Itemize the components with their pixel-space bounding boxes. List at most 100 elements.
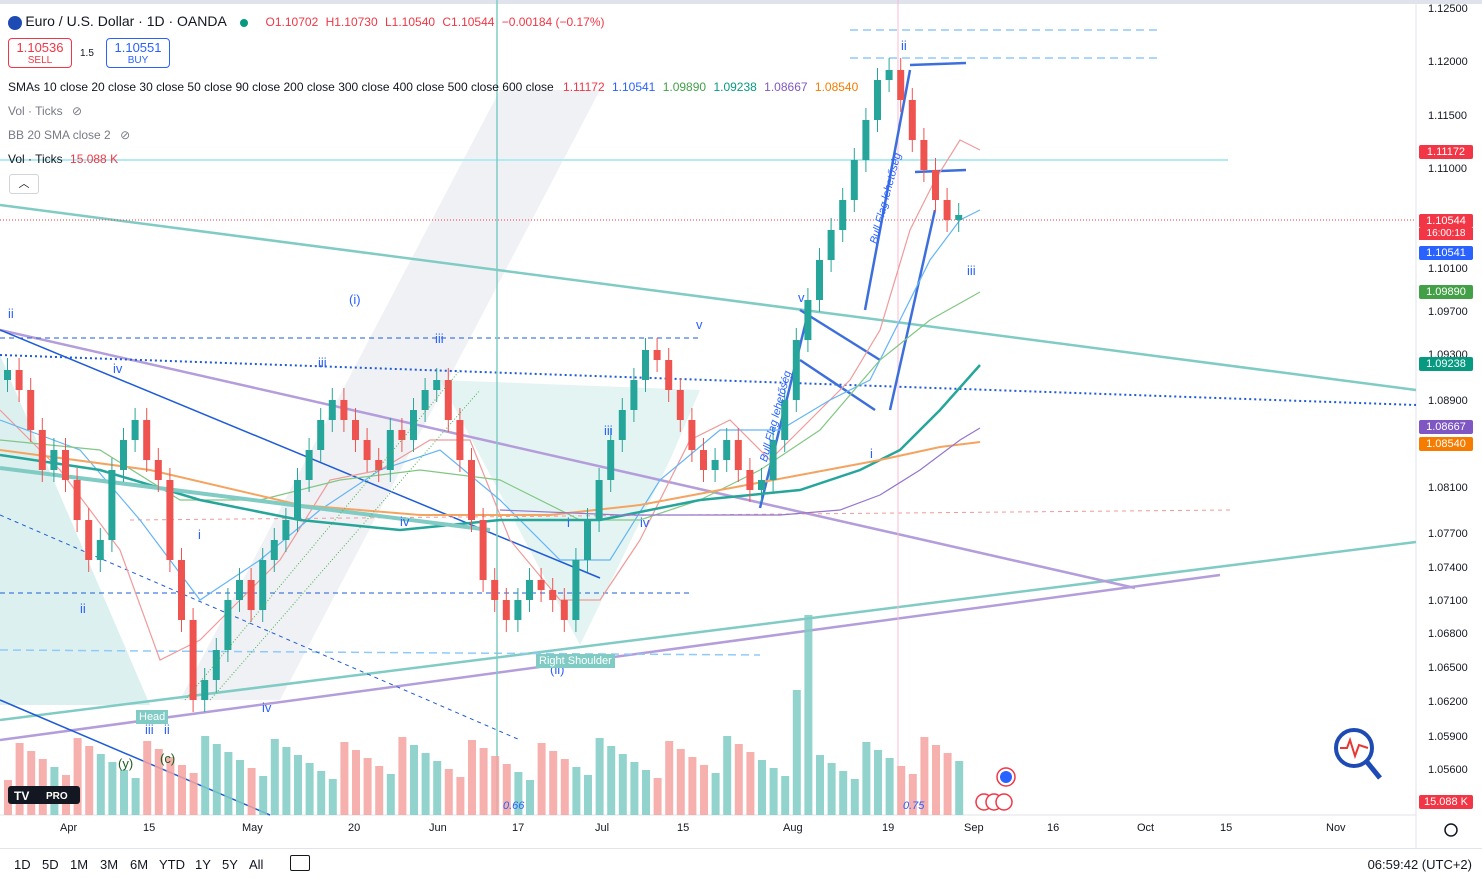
wave-label[interactable]: iv xyxy=(400,514,410,529)
timeframe-button-5y[interactable]: 5Y xyxy=(222,857,238,872)
vol-marker-2[interactable]: 0.75 xyxy=(903,800,925,812)
candle-body xyxy=(398,430,406,440)
event-us-icons[interactable] xyxy=(975,793,1013,811)
wave-label[interactable]: iii xyxy=(604,423,613,438)
candle-body xyxy=(874,80,881,120)
candle-body xyxy=(758,480,765,490)
wave-label[interactable]: v xyxy=(696,317,703,332)
symbol-title[interactable]: Euro / U.S. Dollar · 1D · OANDA xyxy=(25,13,227,29)
clock[interactable]: 06:59:42 (UTC+2) xyxy=(1367,857,1472,872)
wave-label[interactable]: iv xyxy=(113,361,123,376)
wave-label[interactable]: i xyxy=(870,446,873,461)
wave-label[interactable]: iv xyxy=(640,515,650,530)
volume-bar xyxy=(201,736,210,815)
volume-bar xyxy=(108,762,117,815)
vol-legend[interactable]: Vol · Ticks 15.088 K xyxy=(8,152,118,166)
wave-label[interactable]: (i) xyxy=(349,292,361,307)
timeframe-button-6m[interactable]: 6M xyxy=(130,857,149,872)
volume-bar xyxy=(781,776,790,815)
candle-body xyxy=(27,390,35,430)
wave-label[interactable]: ii xyxy=(164,722,170,737)
timeframe-button-5d[interactable]: 5D xyxy=(42,857,59,872)
magnifier-handle xyxy=(1365,760,1382,780)
candle-body xyxy=(595,480,603,520)
time-tick: 20 xyxy=(348,822,361,834)
volume-bar xyxy=(363,758,372,815)
volume-bar xyxy=(340,742,349,815)
axis-settings-gear-icon[interactable] xyxy=(1444,823,1458,837)
ohlc-change: −0.00184 (−0.17%) xyxy=(501,15,605,29)
head-label[interactable]: Head xyxy=(136,710,169,724)
candle-body xyxy=(456,420,464,460)
candle-body xyxy=(700,450,707,470)
bull-flag-bottom-1 xyxy=(799,358,876,412)
time-tick: Aug xyxy=(783,822,803,834)
volume-bar xyxy=(421,753,430,815)
candle-body xyxy=(375,460,383,470)
timeframe-button-all[interactable]: All xyxy=(249,857,264,872)
sell-button[interactable]: 1.10536 SELL xyxy=(8,38,72,68)
timeframe-button-1m[interactable]: 1M xyxy=(70,857,89,872)
wave-label[interactable]: iii xyxy=(318,355,327,370)
wave-label[interactable]: iii xyxy=(145,722,154,737)
volume-bar xyxy=(479,748,488,815)
sma-300 xyxy=(0,466,491,532)
candle-body xyxy=(920,140,928,170)
wave-label[interactable]: i xyxy=(567,515,570,530)
time-tick: 15 xyxy=(143,822,156,834)
volume-bar xyxy=(294,755,302,815)
wave-label[interactable]: iv xyxy=(262,700,272,715)
candle-body xyxy=(885,70,893,80)
timeframe-button-1y[interactable]: 1Y xyxy=(195,857,211,872)
eye-hidden-icon[interactable]: ⊘ xyxy=(72,104,83,118)
wave-label[interactable]: iii xyxy=(435,331,444,346)
volume-bar xyxy=(943,753,952,815)
candle-body xyxy=(479,520,487,580)
candle-body xyxy=(120,440,127,470)
wave-label[interactable]: ii xyxy=(8,306,14,321)
bb-legend[interactable]: BB 20 SMA close 2 ⊘ xyxy=(8,128,130,142)
wave-label[interactable]: (c) xyxy=(160,751,176,766)
candle-body xyxy=(224,600,232,650)
time-tick: Sep xyxy=(964,822,984,834)
candle-body xyxy=(526,580,533,600)
volume-bar xyxy=(827,763,836,815)
timeframe-button-1d[interactable]: 1D xyxy=(14,857,31,872)
candle-body xyxy=(96,540,104,560)
volume-bar xyxy=(560,759,569,815)
candle-body xyxy=(85,520,93,560)
wave-label[interactable]: i xyxy=(198,527,201,542)
right-shoulder-label[interactable]: Right Shoulder xyxy=(536,654,615,668)
wave-label[interactable]: iii xyxy=(967,263,976,278)
trendline-teal-lower xyxy=(0,540,1417,722)
collapse-legend-chevron-up-icon[interactable]: ︿ xyxy=(9,174,39,194)
market-status-icon xyxy=(240,18,249,27)
timeframe-button-ytd[interactable]: YTD xyxy=(159,857,185,872)
vol-value: 15.088 K xyxy=(70,152,119,166)
wave-label[interactable]: ii xyxy=(901,38,907,53)
candle-body xyxy=(572,560,580,620)
timeframe-button-3m[interactable]: 3M xyxy=(100,857,119,872)
candle-body xyxy=(955,215,963,220)
wave-label[interactable]: v xyxy=(798,290,805,305)
eye-hidden-icon[interactable]: ⊘ xyxy=(120,128,131,142)
vol-marker-1[interactable]: 0.66 xyxy=(503,800,525,812)
ohlc-open: O1.10702 xyxy=(265,15,319,29)
date-range-icon[interactable] xyxy=(290,855,310,871)
candle-body xyxy=(108,470,116,540)
price-tick: 1.07100 xyxy=(1428,595,1468,607)
volume-bar xyxy=(270,739,279,815)
vol-legend-hidden[interactable]: Vol · Ticks ⊘ xyxy=(8,104,82,118)
buy-button[interactable]: 1.10551 BUY xyxy=(106,38,170,68)
price-chart[interactable]: TV PRO xyxy=(0,0,1482,848)
sma-90 xyxy=(499,427,981,516)
wave-label[interactable]: (y) xyxy=(118,756,134,771)
price-tick: 1.06500 xyxy=(1428,662,1468,674)
price-tick: 1.12500 xyxy=(1428,3,1468,15)
price-tick: 1.07400 xyxy=(1428,562,1468,574)
sma-legend[interactable]: SMAs 10 close 20 close 30 close 50 close… xyxy=(8,80,858,94)
volume-bar xyxy=(839,771,848,815)
volume-bar xyxy=(27,751,36,815)
volume-bar xyxy=(131,778,140,815)
wave-label[interactable]: ii xyxy=(80,601,86,616)
